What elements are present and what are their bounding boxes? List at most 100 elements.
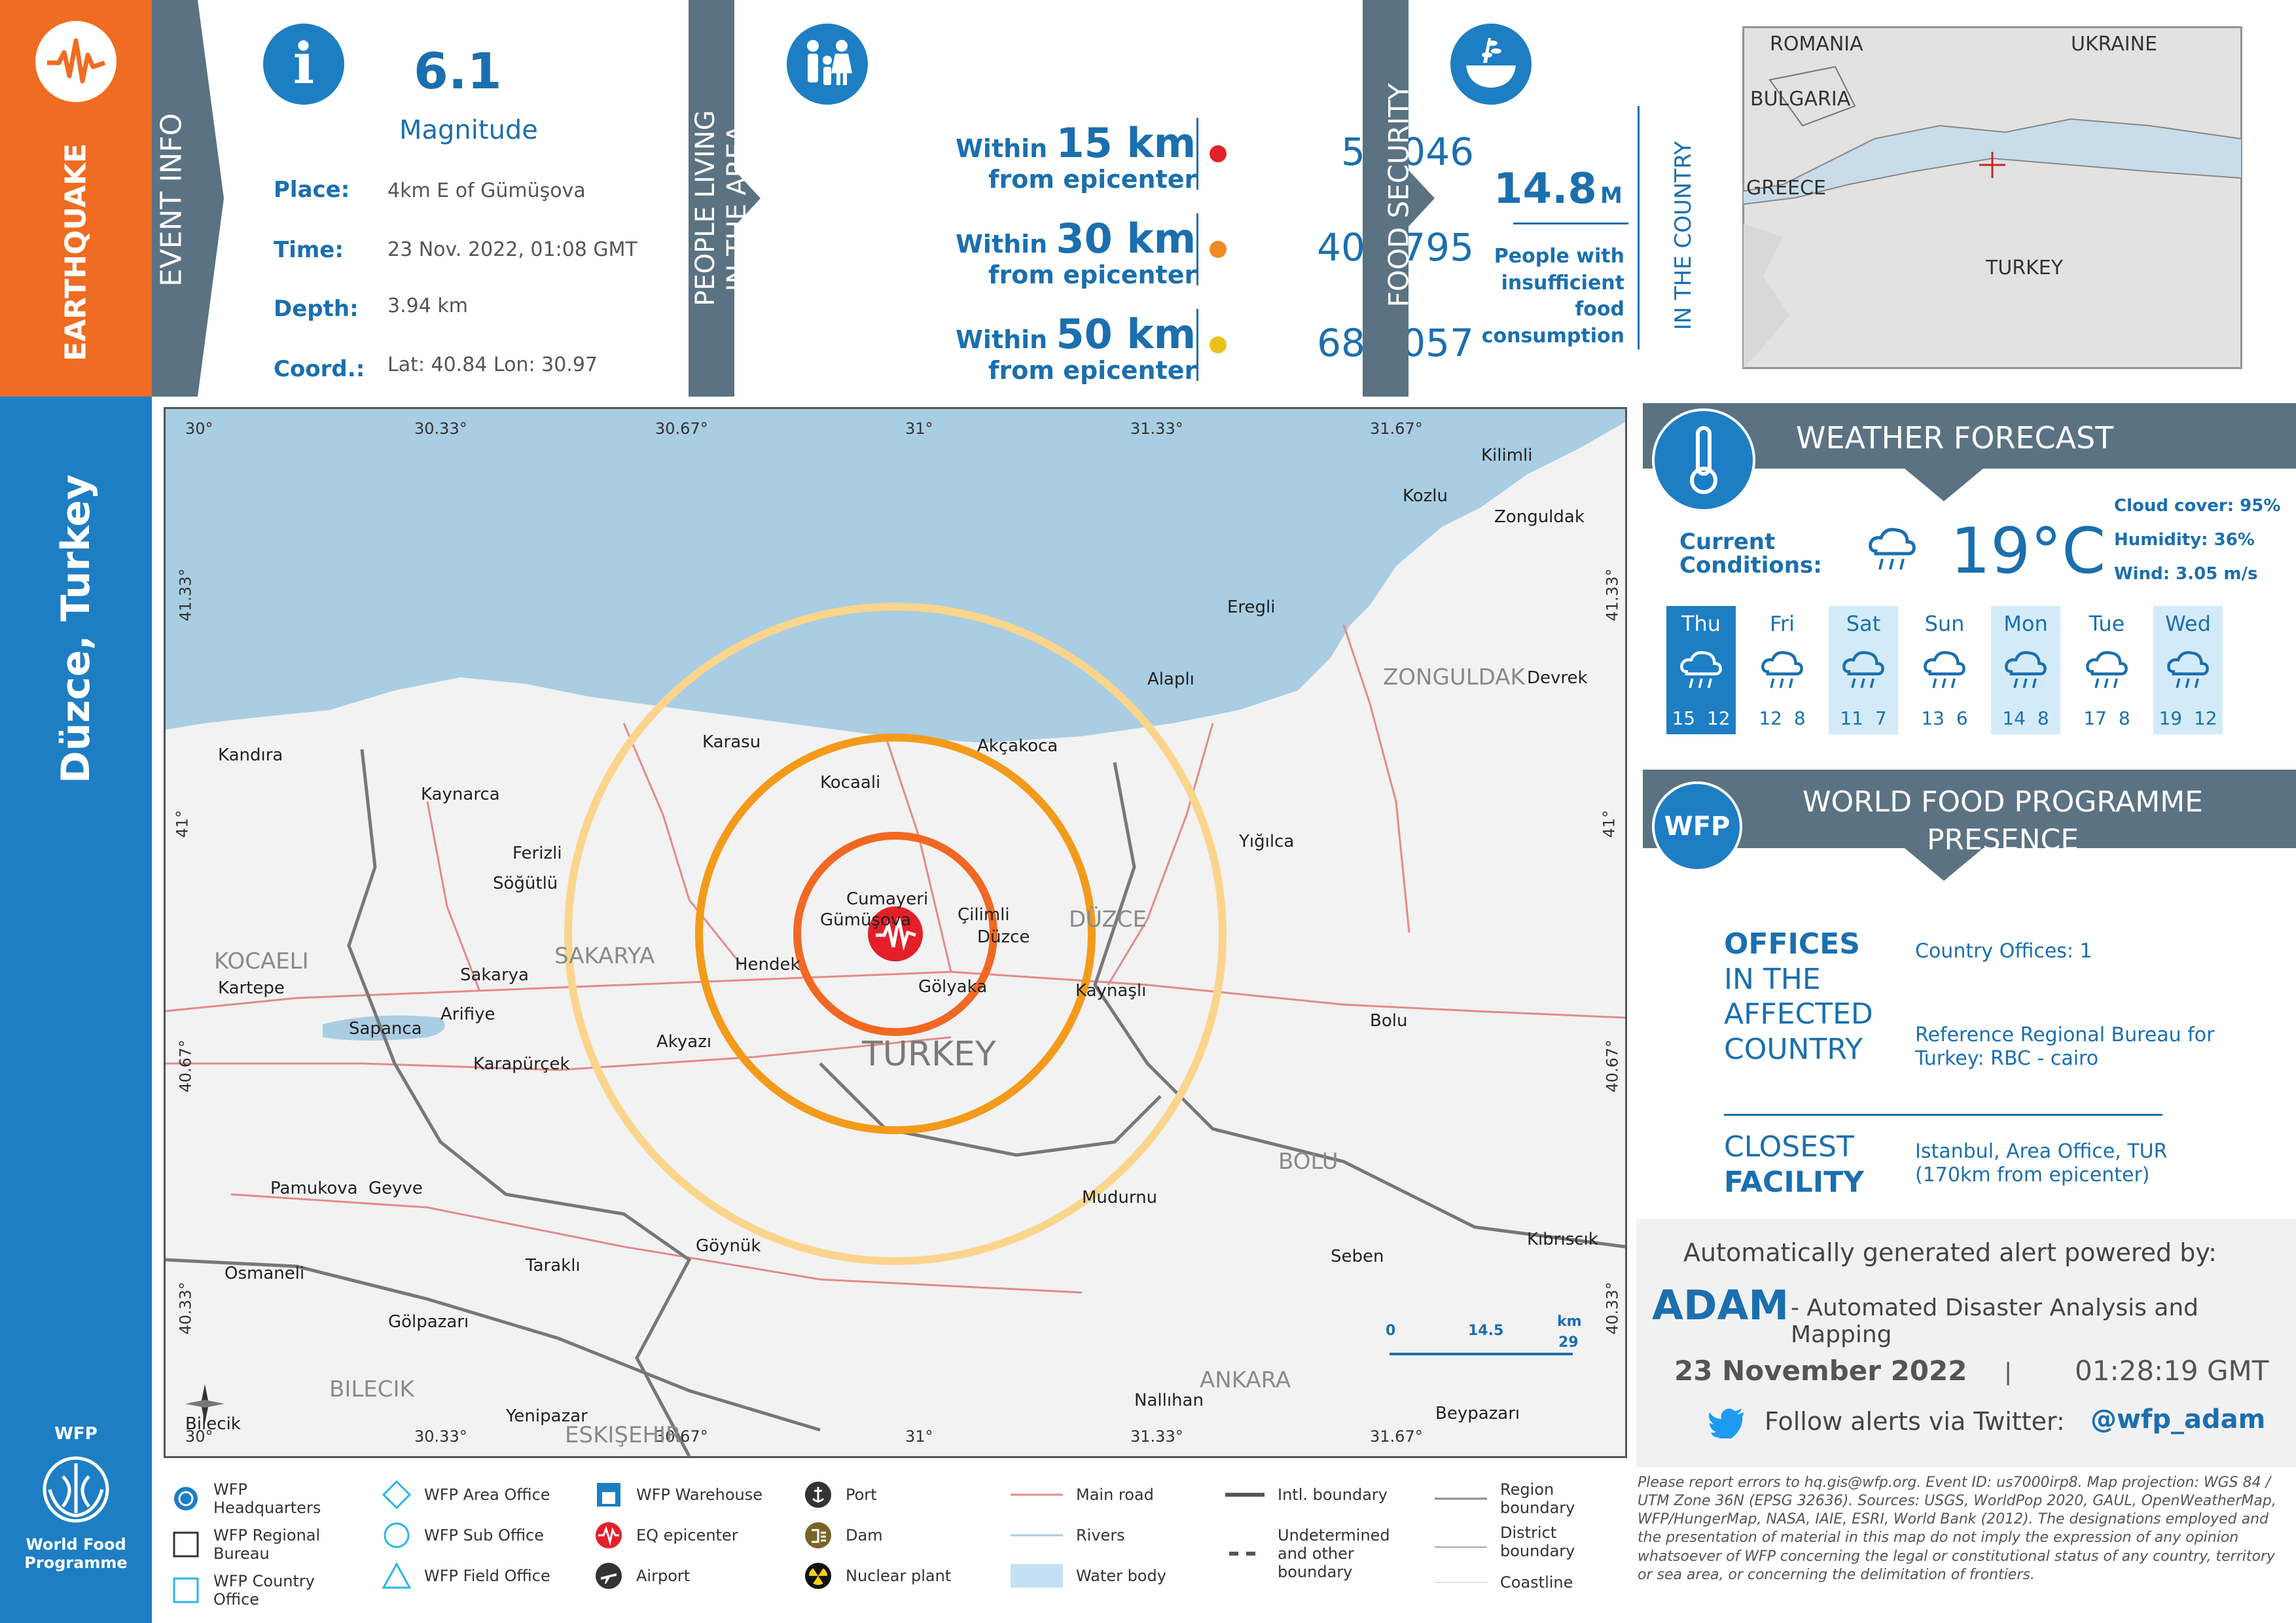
legend-mainroad: Main road — [1011, 1480, 1154, 1509]
forecast-high: 17 — [2083, 707, 2107, 729]
forecast-low: 8 — [2118, 707, 2130, 729]
forecast-weather-icon — [2000, 641, 2052, 694]
map-canvas — [166, 409, 1625, 1456]
radius-km: 30 km — [1056, 215, 1196, 262]
water-body-icon — [1011, 1561, 1063, 1590]
region-label: ANKARA — [1200, 1367, 1291, 1393]
location-title: Düzce, Turkey — [53, 474, 99, 784]
legend-fo-label: WFP Field Office — [424, 1567, 550, 1585]
forecast-weather-icon — [1918, 641, 1971, 694]
place-value: 4km E of Gümüşova — [387, 179, 586, 202]
region-label: ESKIŞEHIR — [565, 1422, 681, 1448]
legend-port-label: Port — [846, 1486, 877, 1504]
magnitude-label: Magnitude — [399, 115, 538, 145]
wfp-fo-icon — [382, 1561, 411, 1590]
city-label: Karapürçek — [473, 1054, 570, 1074]
follow-text: Follow alerts via Twitter: — [1765, 1407, 2065, 1436]
legend-rivers-label: Rivers — [1076, 1526, 1125, 1544]
city-label: Sapanca — [349, 1019, 422, 1039]
legend-wh-label: WFP Warehouse — [636, 1486, 763, 1504]
within-word: Within — [956, 230, 1048, 259]
legend-dam-label: Dam — [846, 1526, 883, 1544]
legend-undet: Undetermined and other boundary — [1225, 1526, 1390, 1581]
region-label: KOCAELI — [214, 948, 309, 974]
forecast-temps: 14 8 — [1991, 707, 2060, 729]
city-label: Yenipazar — [506, 1406, 588, 1426]
legend-water-label: Water body — [1076, 1567, 1166, 1585]
scale-bar: 0 14.5 29 km — [1386, 1313, 1586, 1362]
legend-hq-label: WFP Headquarters — [213, 1480, 321, 1517]
event-type-banner: EARTHQUAKE — [0, 0, 152, 397]
wfp-rb-icon — [171, 1530, 200, 1559]
ring-15km — [793, 832, 997, 1036]
legend-ao-label: WFP Area Office — [424, 1486, 550, 1504]
forecast-weather-icon — [2162, 641, 2214, 694]
coord-bottom-3067: 30.67° — [655, 1427, 708, 1446]
legend-district: District boundary — [1435, 1524, 1630, 1560]
legend-fo: WFP Field Office — [382, 1561, 550, 1590]
coord-left-41: 41° — [173, 810, 192, 838]
food-desc-line1: People with — [1494, 245, 1624, 268]
forecast-low: 7 — [1874, 707, 1887, 729]
coord-right-4133: 41.33° — [1603, 568, 1622, 622]
city-label: Arifiye — [440, 1005, 495, 1024]
forecast-high: 15 — [1672, 707, 1696, 729]
adam-name: ADAM — [1652, 1281, 1789, 1329]
undetermined-boundary-icon — [1225, 1539, 1265, 1568]
current-label-2: Conditions: — [1679, 552, 1822, 579]
forecast-high: 12 — [1759, 707, 1782, 729]
closest-line1: CLOSEST — [1724, 1130, 1854, 1164]
legend-coast: Coastline — [1435, 1568, 1573, 1597]
region-label: ZONGULDAK — [1383, 664, 1525, 690]
legend-region: Region boundary — [1435, 1480, 1579, 1517]
place-label: Place: — [274, 177, 350, 203]
legend-district-label: District boundary — [1500, 1524, 1575, 1560]
forecast-day-name: Tue — [2089, 611, 2125, 636]
forecast-day-name: Thu — [1681, 611, 1721, 636]
radius-km: 50 km — [1056, 310, 1196, 358]
coord-top-31: 31° — [905, 419, 933, 438]
dam-icon — [804, 1521, 833, 1550]
forecast-high: 13 — [1921, 707, 1945, 729]
disclaimer: Please report errors to hq.gis@wfp.org. … — [1638, 1474, 2276, 1583]
regional-line1: Reference Regional Bureau for — [1915, 1024, 2215, 1046]
within-text: Within 15 km — [956, 119, 1196, 167]
nuclear-plant-icon — [804, 1561, 833, 1590]
city-label: Karasu — [702, 732, 761, 752]
coord-right-41: 41° — [1600, 810, 1619, 838]
radius-km: 15 km — [1056, 119, 1196, 167]
current-temperature: 19°C — [1950, 514, 2106, 588]
forecast-low: 12 — [2193, 707, 2217, 729]
scale-zero: 0 — [1386, 1323, 1396, 1339]
location-banner: Düzce, Turkey WFP World Food Programme — [0, 397, 152, 1623]
city-label: Alaplı — [1147, 669, 1194, 689]
coord-bottom-3033: 30.33° — [414, 1427, 467, 1446]
forecast-temps: 12 8 — [1748, 707, 1817, 729]
city-label: Kıbrıscık — [1527, 1230, 1598, 1249]
food-chevron — [1363, 0, 1435, 397]
legend-intl-label: Intl. boundary — [1278, 1486, 1388, 1504]
city-label: Kozlu — [1403, 486, 1448, 506]
wfp-emblem-icon — [37, 1450, 115, 1529]
city-label: Çilimli — [958, 905, 1010, 925]
coastline-icon — [1435, 1568, 1487, 1597]
city-label: Nallıhan — [1134, 1391, 1204, 1410]
forecast-temps: 19 12 — [2153, 707, 2223, 729]
main-map[interactable]: 30° 30.33° 30.67° 31° 31.33° 31.67° 30° … — [164, 407, 1627, 1458]
twitter-handle[interactable]: @wfp_adam — [2090, 1404, 2266, 1435]
scale-unit: km — [1557, 1313, 1582, 1330]
food-insecure-unit: M — [1600, 183, 1623, 209]
twitter-icon[interactable] — [1708, 1408, 1745, 1442]
city-label: Mudurnu — [1082, 1188, 1158, 1207]
legend-eq-label: EQ epicenter — [636, 1526, 738, 1544]
offices-line1: OFFICES — [1724, 927, 1860, 961]
scale-mid: 14.5 — [1468, 1323, 1504, 1339]
from-epicenter: from epicenter — [988, 260, 1197, 289]
forecast-day: Sun 13 6 — [1910, 606, 1979, 734]
river-icon — [1011, 1521, 1063, 1550]
city-label: Taraklı — [526, 1256, 581, 1275]
forecast-day-name: Wed — [2165, 611, 2211, 636]
row-divider — [1196, 213, 1198, 285]
forecast-day: Thu 15 12 — [1666, 606, 1736, 734]
